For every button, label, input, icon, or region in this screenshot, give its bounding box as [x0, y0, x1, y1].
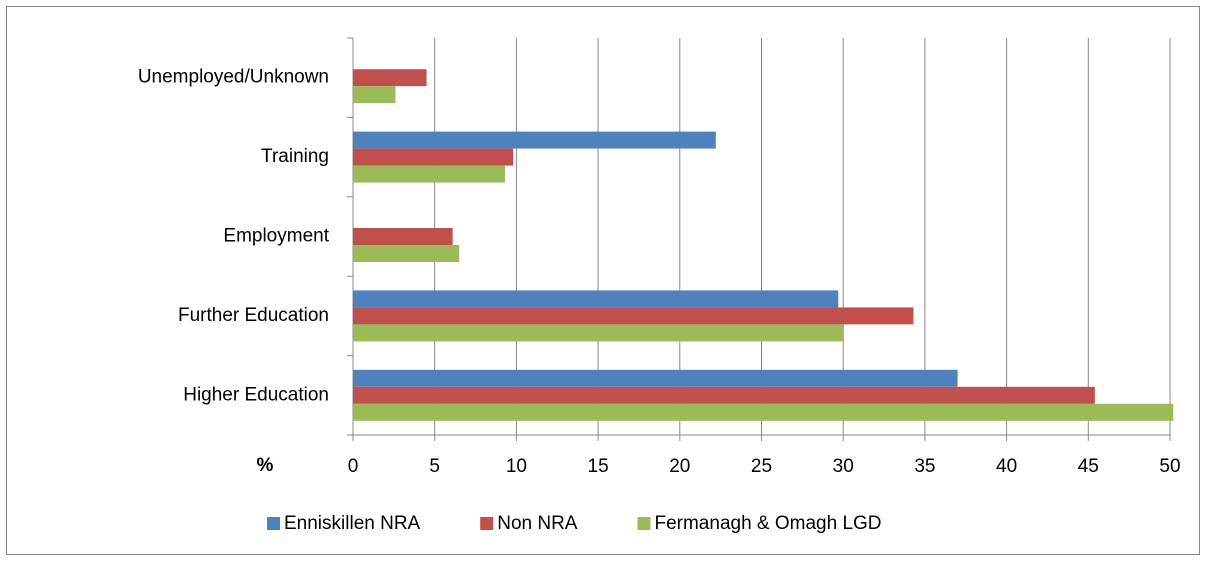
bar [353, 369, 958, 387]
x-tick-label: 50 [1159, 456, 1180, 477]
legend-label: Enniskillen NRA [284, 513, 421, 534]
legend-swatch [637, 517, 651, 530]
x-tick-label: 15 [588, 456, 609, 477]
bar [353, 403, 1174, 421]
bar [353, 324, 844, 342]
y-tick-label: Unemployed/Unknown [138, 67, 329, 88]
x-tick-label: 20 [669, 456, 690, 477]
legend-label: Non NRA [497, 513, 578, 534]
bar [353, 245, 460, 262]
legend-swatch [480, 517, 494, 530]
legend-label: Fermanagh & Omagh LGD [654, 513, 881, 534]
x-tick-label: 25 [751, 456, 772, 477]
x-tick-label: 10 [506, 456, 527, 477]
x-tick-label: 0 [348, 456, 359, 477]
x-tick-label: 40 [996, 456, 1017, 477]
x-tick-label: 30 [833, 456, 854, 477]
x-axis-label: % [257, 455, 274, 476]
bar [353, 307, 914, 325]
y-tick-label: Employment [223, 226, 329, 247]
x-tick-label: 45 [1078, 456, 1099, 477]
bar [353, 386, 1095, 404]
y-tick-label: Training [261, 146, 329, 167]
bar [353, 290, 839, 308]
x-tick-label: 35 [914, 456, 935, 477]
bar [353, 228, 453, 245]
bar [353, 165, 505, 183]
bar [353, 86, 396, 104]
bar [353, 131, 716, 149]
legend-swatch [267, 517, 280, 530]
chart-border [6, 6, 1200, 555]
y-tick-label: Further Education [178, 305, 329, 326]
x-tick-label: 5 [429, 456, 440, 477]
bar [353, 69, 427, 87]
y-tick-label: Higher Education [183, 384, 329, 405]
bar [353, 148, 514, 166]
